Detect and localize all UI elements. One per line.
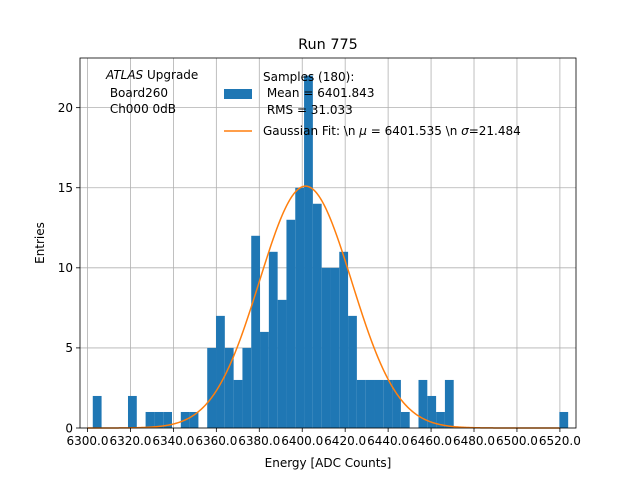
histogram-bar <box>92 395 102 428</box>
legend-fit-text: Gaussian Fit: \n μ = 6401.535 \n σ=21.48… <box>263 124 521 138</box>
histogram-bar <box>365 379 375 428</box>
histogram-bar <box>242 347 252 428</box>
x-tick-label: 6460.0 <box>410 434 452 448</box>
histogram-bar <box>268 251 278 428</box>
y-axis-label: Entries <box>33 222 47 264</box>
histogram-bar <box>436 411 445 428</box>
histogram-bar <box>374 379 384 428</box>
annotation-line-3: Ch000 0dB <box>106 102 176 116</box>
x-tick-label: 6480.0 <box>453 434 495 448</box>
x-tick-label: 6400.0 <box>281 434 323 448</box>
annotation-line-2: Board260 <box>106 86 168 100</box>
legend-samples-line-1: Samples (180): <box>263 70 354 84</box>
y-tick-label: 15 <box>58 181 73 195</box>
histogram-bar <box>304 75 313 428</box>
histogram-bar <box>312 203 322 428</box>
histogram-bar <box>216 315 225 428</box>
x-tick-label: 6380.0 <box>238 434 280 448</box>
y-axis-ticks: 0 5 10 15 20 <box>58 101 80 435</box>
y-tick-label: 10 <box>58 261 73 275</box>
histogram-bar <box>286 219 296 428</box>
histogram-bar <box>392 379 401 428</box>
histogram-bar <box>260 331 269 428</box>
y-tick-label: 20 <box>58 101 73 115</box>
histogram-bar <box>321 267 331 428</box>
histogram-bar <box>189 411 199 428</box>
x-tick-label: 6360.0 <box>195 434 237 448</box>
histogram-bar <box>418 379 428 428</box>
histogram-bar <box>277 299 287 428</box>
legend-histogram-swatch <box>224 89 252 99</box>
x-tick-label: 6340.0 <box>152 434 194 448</box>
histogram-bar <box>444 379 454 428</box>
histogram-bar <box>207 347 217 428</box>
x-tick-label: 6520.0 <box>539 434 581 448</box>
histogram-bar <box>330 267 340 428</box>
x-tick-label: 6420.0 <box>324 434 366 448</box>
histogram-bar <box>383 379 393 428</box>
x-axis-ticks: 6300.0 6320.0 6340.0 6360.0 6380.0 6400.0 6420… <box>67 428 581 448</box>
histogram-bar <box>127 395 137 428</box>
histogram-bar <box>427 395 437 428</box>
histogram-bar <box>339 251 349 428</box>
x-tick-label: 6320.0 <box>109 434 151 448</box>
histogram-bar <box>233 379 243 428</box>
chart-title: Run 775 <box>298 37 358 53</box>
x-tick-label: 6440.0 <box>367 434 409 448</box>
histogram-bar <box>295 187 305 428</box>
histogram-bar <box>163 411 173 428</box>
y-tick-label: 0 <box>65 421 73 435</box>
histogram-bar <box>400 411 410 428</box>
x-axis-label: Energy [ADC Counts] <box>265 456 392 470</box>
histogram-bar <box>559 411 569 428</box>
plot-frame <box>79 57 577 429</box>
x-tick-label: 6500.0 <box>496 434 538 448</box>
histogram-bar <box>154 411 164 428</box>
histogram-bars <box>92 75 569 428</box>
histogram-bar <box>145 411 155 428</box>
histogram-bar <box>224 347 234 428</box>
histogram-bar <box>356 379 366 428</box>
legend-samples-line-3: RMS = 31.033 <box>263 103 353 117</box>
legend: Samples (180): Mean = 6401.843 RMS = 31.… <box>224 70 521 138</box>
atlas-annotation: ATLAS Upgrade Board260 Ch000 0dB <box>105 68 198 116</box>
histogram-bar <box>251 235 261 428</box>
x-tick-label: 6300.0 <box>67 434 109 448</box>
y-tick-label: 5 <box>65 341 73 355</box>
histogram-bar <box>348 315 357 428</box>
legend-samples-line-2: Mean = 6401.843 <box>263 86 374 100</box>
annotation-line-1: ATLAS Upgrade <box>105 68 198 82</box>
